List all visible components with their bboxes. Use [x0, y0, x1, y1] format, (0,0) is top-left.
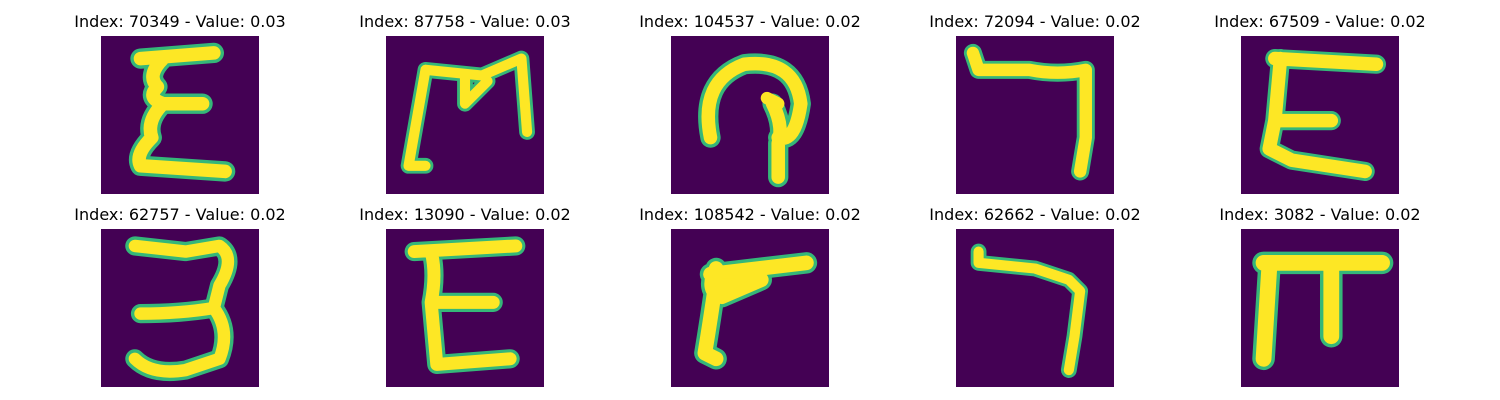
image-title: Index: 62757 - Value: 0.02 — [74, 205, 286, 224]
image-cell-10: Index: 3082 - Value: 0.02 — [1175, 205, 1465, 395]
glyph-drawing — [404, 236, 526, 375]
image-cell-3: Index: 104537 - Value: 0.02 — [605, 12, 895, 202]
digit-image — [386, 229, 544, 387]
image-title: Index: 104537 - Value: 0.02 — [639, 12, 861, 31]
digit-image — [101, 229, 259, 387]
image-cell-4: Index: 72094 - Value: 0.02 — [890, 12, 1180, 202]
glyph-drawing — [1252, 251, 1394, 371]
image-title: Index: 72094 - Value: 0.02 — [929, 12, 1141, 31]
image-cell-7: Index: 13090 - Value: 0.02 — [320, 205, 610, 395]
image-title: Index: 87758 - Value: 0.03 — [359, 12, 571, 31]
digit-image — [101, 36, 259, 194]
glyph-drawing — [128, 42, 236, 182]
digit-image — [1241, 36, 1399, 194]
digit-image — [956, 36, 1114, 194]
digit-image — [671, 229, 829, 387]
image-title: Index: 62662 - Value: 0.02 — [929, 205, 1141, 224]
image-cell-8: Index: 108542 - Value: 0.02 — [605, 205, 895, 395]
glyph-drawing — [125, 236, 238, 382]
image-title: Index: 70349 - Value: 0.03 — [74, 12, 286, 31]
digit-image — [1241, 229, 1399, 387]
digit-image — [671, 36, 829, 194]
image-cell-1: Index: 70349 - Value: 0.03 — [35, 12, 325, 202]
glyph-drawing — [698, 53, 811, 188]
glyph-drawing — [400, 50, 535, 174]
image-title: Index: 108542 - Value: 0.02 — [639, 205, 861, 224]
glyph-drawing — [970, 243, 1089, 378]
digit-image — [386, 36, 544, 194]
image-cell-2: Index: 87758 - Value: 0.03 — [320, 12, 610, 202]
glyph-drawing — [1259, 48, 1387, 182]
image-title: Index: 13090 - Value: 0.02 — [359, 205, 571, 224]
digit-image — [956, 229, 1114, 387]
glyph-drawing — [694, 252, 818, 370]
image-title: Index: 3082 - Value: 0.02 — [1219, 205, 1421, 224]
image-title: Index: 67509 - Value: 0.02 — [1214, 12, 1426, 31]
image-cell-5: Index: 67509 - Value: 0.02 — [1175, 12, 1465, 202]
glyph-drawing — [963, 43, 1095, 181]
image-cell-9: Index: 62662 - Value: 0.02 — [890, 205, 1180, 395]
image-cell-6: Index: 62757 - Value: 0.02 — [35, 205, 325, 395]
